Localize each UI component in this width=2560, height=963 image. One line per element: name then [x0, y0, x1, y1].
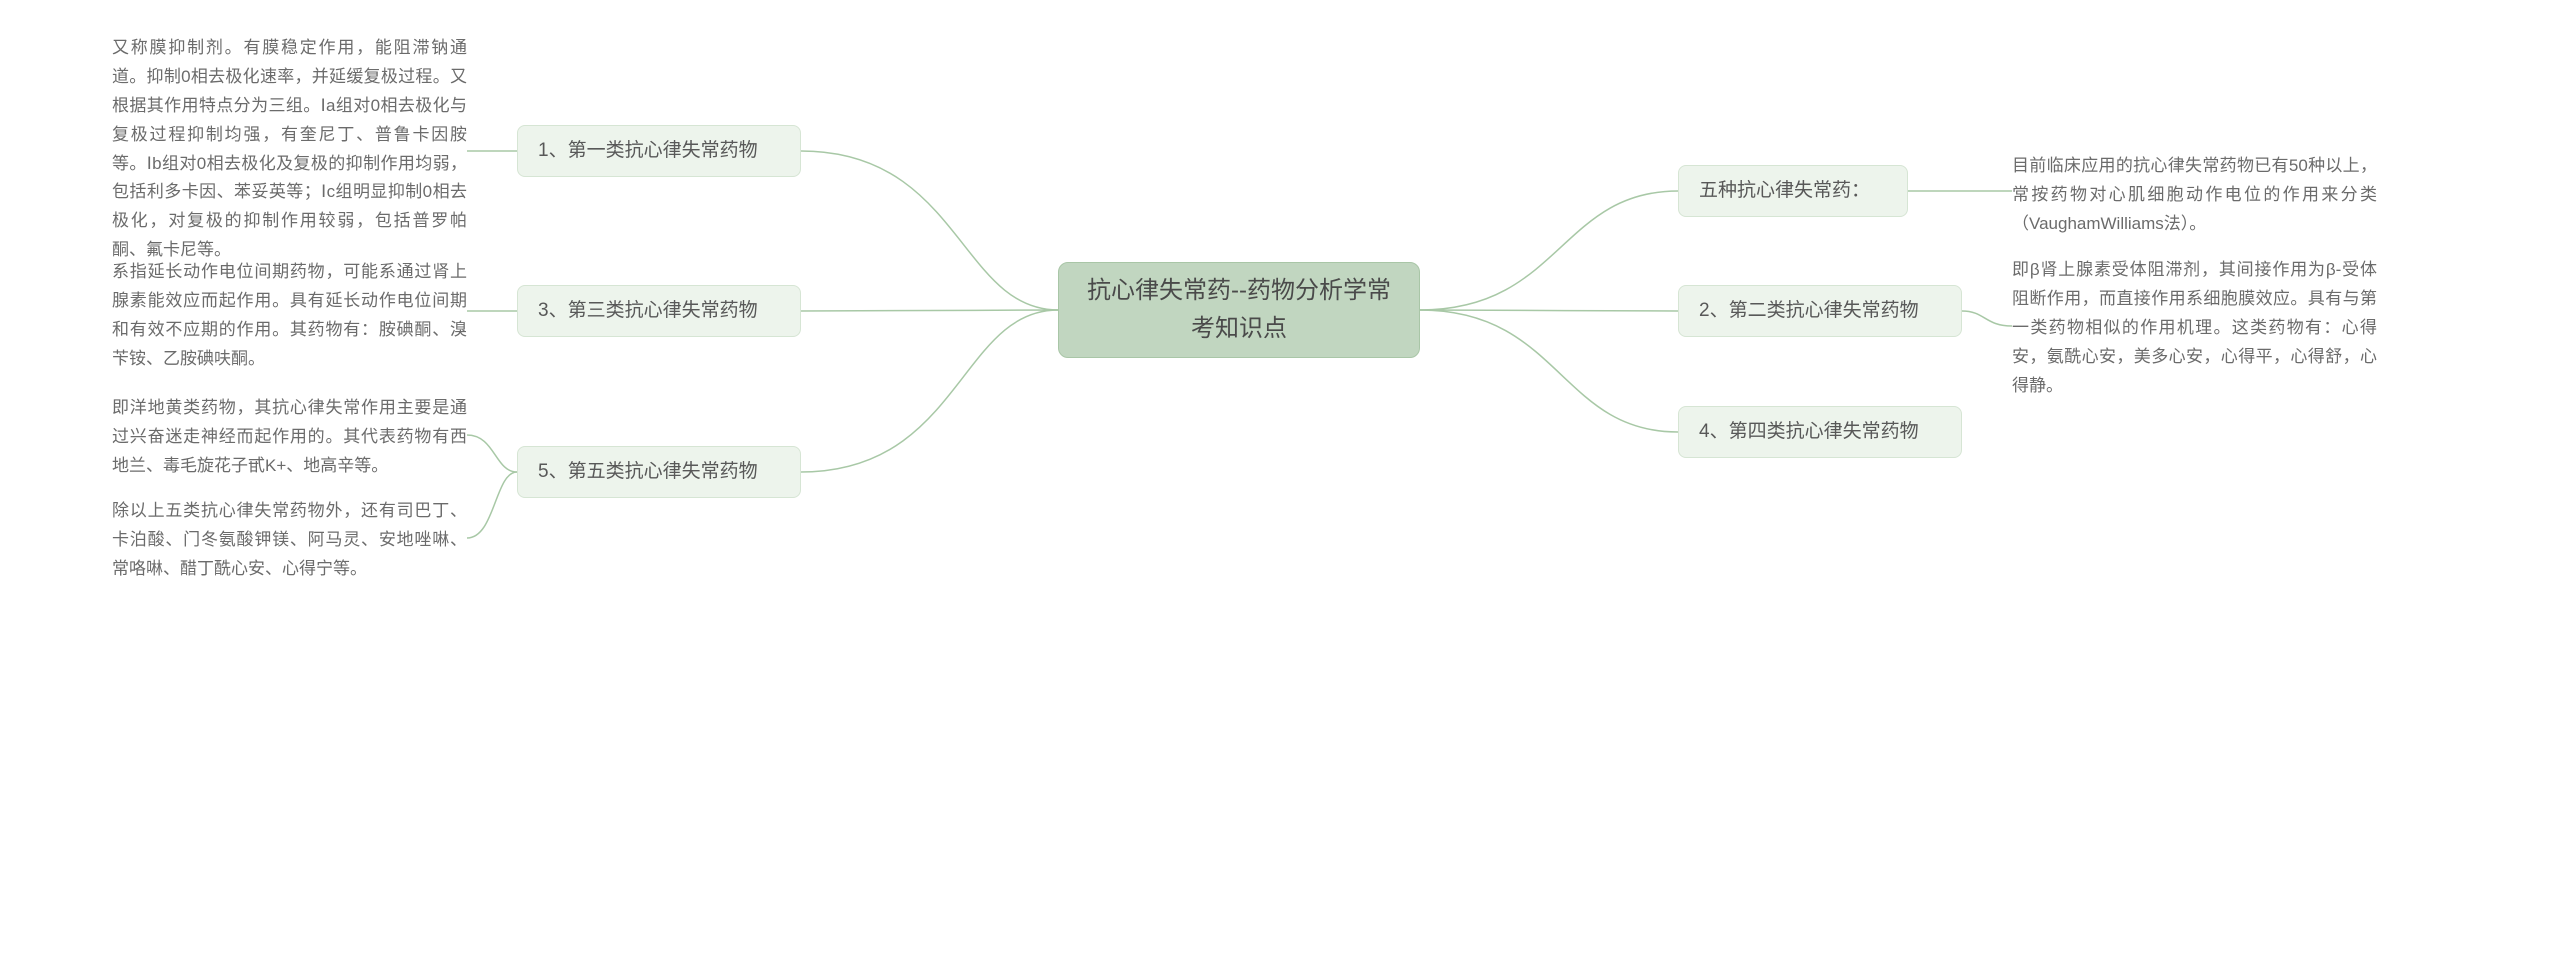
root-node: 抗心律失常药--药物分析学常考知识点: [1058, 262, 1420, 358]
leaf-text: 即β肾上腺素受体阻滞剂，其间接作用为β-受体阻断作用，而直接作用系细胞膜效应。具…: [2012, 256, 2377, 400]
leaf-text: 目前临床应用的抗心律失常药物已有50种以上，常按药物对心肌细胞动作电位的作用来分…: [2012, 152, 2377, 239]
branch-label: 1、第一类抗心律失常药物: [538, 136, 758, 166]
branch-label: 5、第五类抗心律失常药物: [538, 457, 758, 487]
branch-label: 4、第四类抗心律失常药物: [1699, 417, 1919, 447]
leaf-text: 又称膜抑制剂。有膜稳定作用，能阻滞钠通道。抑制0相去极化速率，并延缓复极过程。又…: [112, 34, 467, 265]
branch-node-2: 2、第二类抗心律失常药物: [1678, 285, 1962, 337]
leaf-text: 即洋地黄类药物，其抗心律失常作用主要是通过兴奋迷走神经而起作用的。其代表药物有西…: [112, 394, 467, 481]
branch-label: 五种抗心律失常药：: [1699, 176, 1870, 206]
leaf-text: 系指延长动作电位间期药物，可能系通过肾上腺素能效应而起作用。具有延长动作电位间期…: [112, 258, 467, 374]
branch-label: 2、第二类抗心律失常药物: [1699, 296, 1919, 326]
branch-node-4: 4、第四类抗心律失常药物: [1678, 406, 1962, 458]
branch-node-intro: 五种抗心律失常药：: [1678, 165, 1908, 217]
branch-node-1: 1、第一类抗心律失常药物: [517, 125, 801, 177]
branch-label: 3、第三类抗心律失常药物: [538, 296, 758, 326]
root-label: 抗心律失常药--药物分析学常考知识点: [1087, 272, 1391, 349]
branch-node-3: 3、第三类抗心律失常药物: [517, 285, 801, 337]
branch-node-5: 5、第五类抗心律失常药物: [517, 446, 801, 498]
leaf-text: 除以上五类抗心律失常药物外，还有司巴丁、卡泊酸、门冬氨酸钾镁、阿马灵、安地唑啉、…: [112, 497, 467, 584]
